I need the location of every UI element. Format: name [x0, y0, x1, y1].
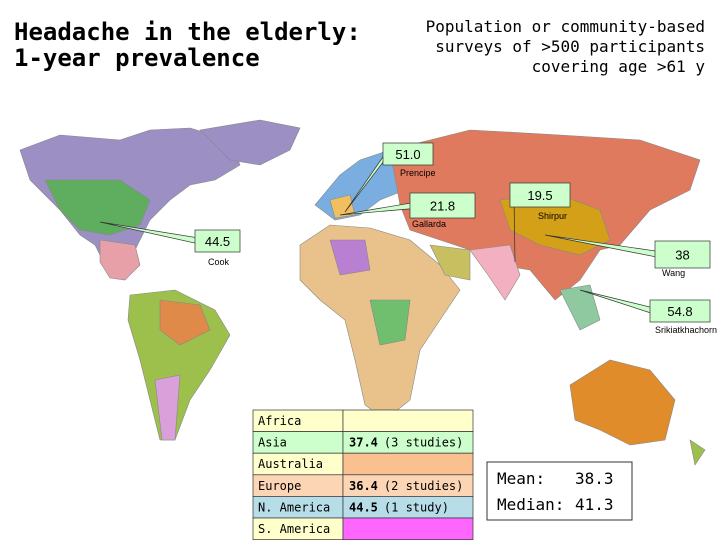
callout-author: Cook [208, 257, 230, 267]
callout-box [649, 299, 711, 323]
callout-value: 38 [675, 248, 689, 263]
callout-box [509, 182, 571, 208]
region-name: Asia [258, 436, 287, 450]
callout-author: Shirpur [538, 211, 567, 221]
prevalence: 37.4 (3 studies) [349, 436, 463, 450]
prevalence: 44.5 (1 study) [349, 500, 449, 514]
value-cell [342, 409, 474, 432]
callout-box [194, 229, 241, 253]
value-cell [342, 517, 474, 540]
title-line: Headache in the elderly: [14, 18, 361, 46]
region-name: Europe [258, 479, 301, 493]
study-count: (2 studies) [384, 479, 463, 493]
callout-box [382, 142, 434, 166]
callout-box [654, 240, 711, 269]
prevalence-value: 36.4 [349, 479, 378, 493]
region-name: N. America [258, 500, 330, 514]
callout-author: Gallarda [412, 219, 446, 229]
subtitle-line: surveys of >500 participants [435, 37, 705, 56]
value-cell [342, 452, 474, 476]
region-name: Africa [258, 414, 301, 428]
median-value: 41.3 [575, 495, 614, 514]
region-name: Australia [258, 457, 323, 471]
prevalence: 36.4 (2 studies) [349, 479, 463, 493]
callout-value: 54.8 [667, 304, 692, 319]
callout-value: 44.5 [205, 234, 230, 249]
region-name: S. America [258, 522, 330, 536]
subtitle-line: covering age >61 y [532, 57, 706, 76]
callout-value: 19.5 [527, 188, 552, 203]
prevalence-value: 44.5 [349, 500, 378, 514]
prevalence-value: 37.4 [349, 436, 378, 450]
callout-value: 21.8 [430, 199, 455, 214]
mean-label: Mean: [497, 469, 545, 488]
title-line: 1-year prevalence [14, 44, 260, 72]
callout-author: Wang [662, 268, 685, 278]
callout-author: Prencipe [400, 168, 436, 178]
study-count: (3 studies) [384, 436, 463, 450]
study-count: (1 study) [384, 500, 449, 514]
subtitle-line: Population or community-based [426, 17, 705, 36]
median-label: Median: [497, 495, 564, 514]
callout-author: Srikiatkhachorn [655, 325, 717, 335]
callout-box [409, 192, 476, 219]
world-map [19, 119, 706, 466]
mean-value: 38.3 [575, 469, 614, 488]
callout-value: 51.0 [395, 147, 420, 162]
summary-box [486, 461, 633, 521]
